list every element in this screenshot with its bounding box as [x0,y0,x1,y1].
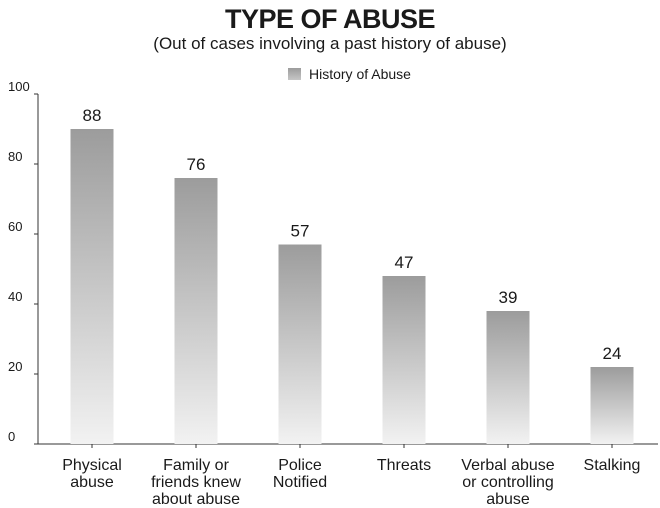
x-tick-label: Verbal abuse or controlling abuse [461,457,555,508]
x-tick-label-line: about abuse [152,491,240,508]
x-tick-label: Stalking [584,457,641,474]
x-tick-label-line: Verbal abuse [461,457,555,474]
bar [382,276,426,444]
legend-swatch [288,68,301,80]
data-label: 57 [291,222,310,241]
bar [70,129,114,444]
data-label: 47 [395,253,414,272]
y-tick-label: 40 [8,289,22,304]
data-label: 76 [187,155,206,174]
data-label: 24 [603,344,622,363]
bar [590,367,634,444]
y-tick-label: 20 [8,359,22,374]
y-tick-label: 0 [8,429,15,444]
y-tick-label: 60 [8,219,22,234]
data-label: 88 [83,106,102,125]
x-tick-label-line: Threats [377,457,431,474]
x-tick-label: Police Notified [273,457,327,491]
legend-label: History of Abuse [309,66,411,82]
x-tick-label: Threats [377,457,431,474]
x-tick-label-line: abuse [486,491,530,508]
x-tick-label-line: Physical [62,457,122,474]
x-tick-label: Family or friends knew about abuse [151,457,241,508]
bar [174,178,218,444]
x-tick-label-line: friends knew [151,474,241,491]
y-tick-label: 80 [8,149,22,164]
x-tick-label-line: Family or [163,457,229,474]
bar [278,244,322,444]
bar [486,311,530,444]
chart-title: TYPE OF ABUSE [224,4,436,34]
x-tick-label: Physical abuse [62,457,122,491]
y-tick-label: 100 [8,79,30,94]
x-tick-label-line: Stalking [584,457,641,474]
x-tick-label-line: or controlling [462,474,554,491]
x-tick-label-line: Notified [273,474,327,491]
x-tick-label-line: abuse [70,474,114,491]
chart-subtitle: (Out of cases involving a past history o… [153,34,507,53]
x-tick-label-line: Police [278,457,322,474]
legend: History of Abuse [288,66,411,82]
data-label: 39 [499,288,518,307]
